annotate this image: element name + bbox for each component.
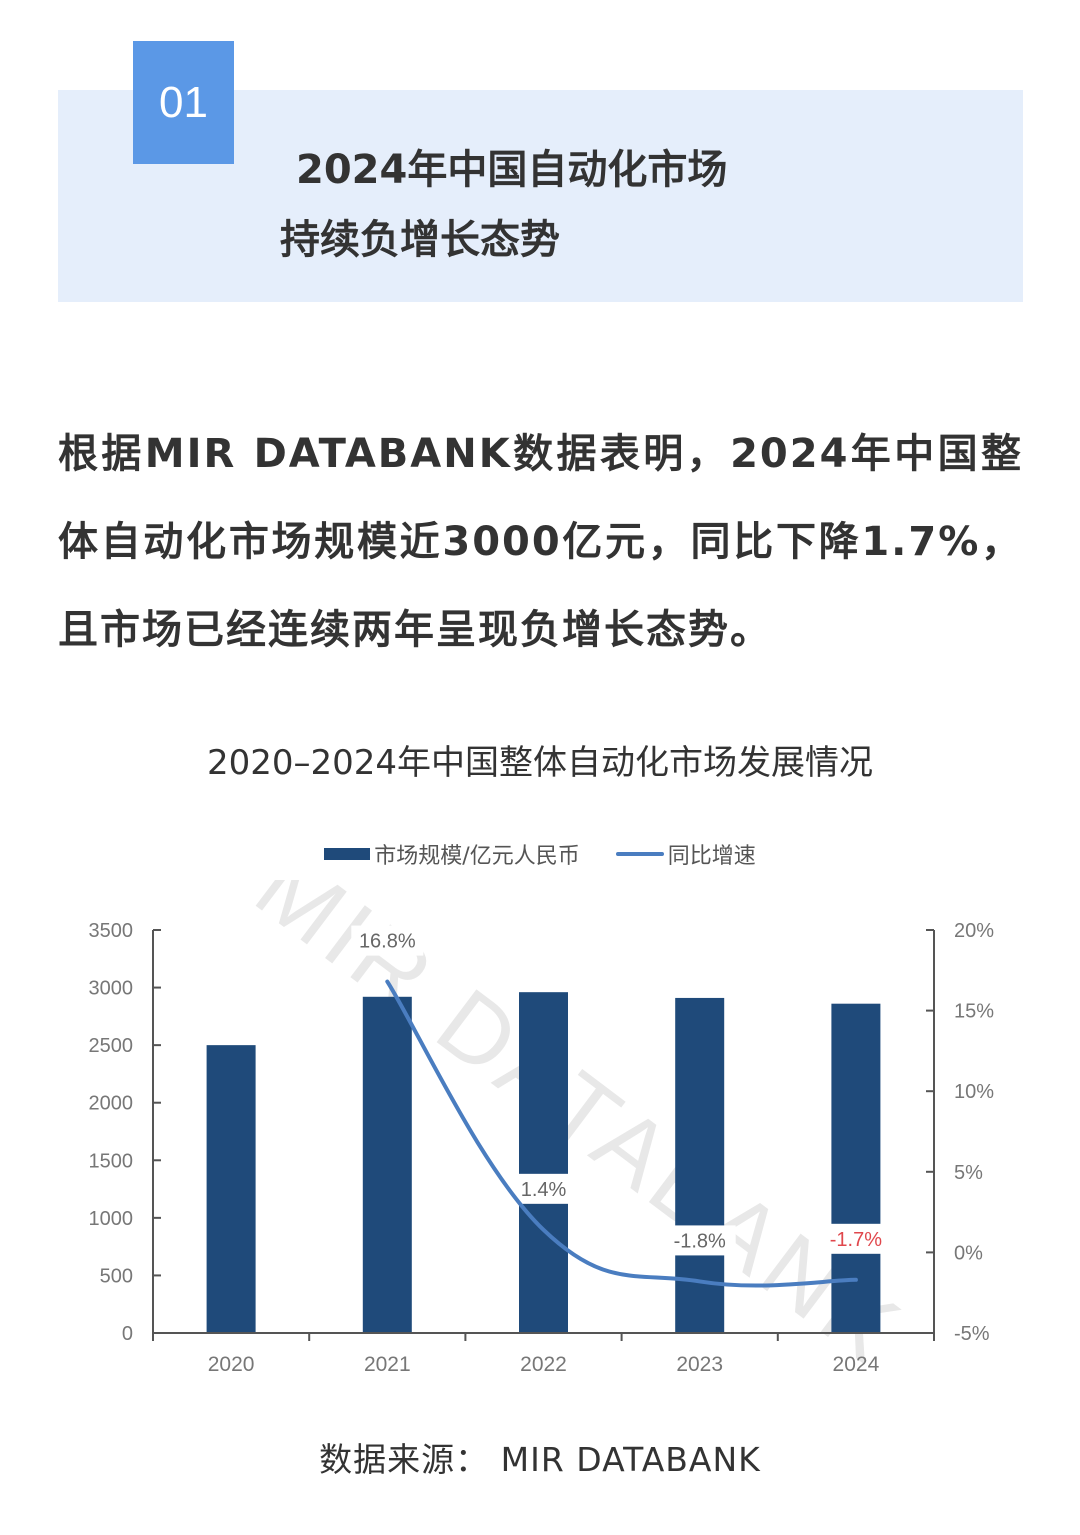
legend-item-line: 同比增速 bbox=[615, 838, 756, 870]
data-label-bg bbox=[507, 1173, 580, 1204]
x-tick-label: 2023 bbox=[676, 1353, 723, 1376]
data-label-2022: 1.4% bbox=[521, 1179, 567, 1201]
left-tick-label: 500 bbox=[100, 1265, 133, 1287]
data-label-2021: 16.8% bbox=[359, 931, 416, 953]
bar-2024 bbox=[831, 1003, 881, 1333]
legend-item-bar: 市场规模/亿元人民币 bbox=[324, 838, 580, 870]
left-tick-label: 3500 bbox=[89, 920, 134, 942]
chart-legend: 市场规模/亿元人民币 同比增速 bbox=[0, 838, 1080, 870]
section-title-line1: 2024年中国自动化市场 bbox=[296, 147, 728, 193]
section-number-badge: 01 bbox=[133, 41, 234, 164]
x-tick-label: 2020 bbox=[208, 1353, 255, 1376]
left-tick-label: 2000 bbox=[89, 1093, 134, 1115]
data-label-bg bbox=[819, 1223, 892, 1254]
right-tick-label: 5% bbox=[954, 1162, 983, 1184]
left-tick-label: 3000 bbox=[89, 978, 134, 1000]
legend-line-label: 同比增速 bbox=[667, 844, 756, 869]
body-paragraph: 根据MIR DATABANK数据表明，2024年中国整体自动化市场规模近3000… bbox=[58, 431, 1023, 653]
x-tick-label: 2024 bbox=[833, 1353, 880, 1376]
left-tick-label: 0 bbox=[122, 1323, 133, 1345]
watermark: MIR DATABANK bbox=[237, 880, 923, 1386]
legend-line-swatch-icon bbox=[615, 852, 664, 856]
growth-line bbox=[385, 979, 858, 1288]
data-source: 数据来源： MIR DATABANK bbox=[319, 1440, 761, 1479]
legend-bar-label: 市场规模/亿元人民币 bbox=[374, 844, 580, 869]
left-tick-label: 1500 bbox=[89, 1150, 134, 1172]
data-label-2023: -1.8% bbox=[674, 1230, 726, 1252]
x-tick-label: 2021 bbox=[364, 1353, 411, 1376]
right-tick-label: 10% bbox=[954, 1081, 994, 1103]
legend-bar-swatch-icon bbox=[324, 848, 371, 860]
section-number: 01 bbox=[159, 77, 208, 127]
bar-2022 bbox=[519, 992, 568, 1333]
data-label-2024: -1.7% bbox=[830, 1229, 882, 1251]
right-tick-label: -5% bbox=[954, 1323, 990, 1345]
bar-2020 bbox=[206, 1045, 256, 1333]
right-tick-label: 20% bbox=[954, 920, 994, 942]
data-label-bg bbox=[351, 925, 424, 956]
right-tick-label: 0% bbox=[954, 1242, 983, 1264]
section-title: 2024年中国自动化市场 持续负增长态势 bbox=[280, 135, 727, 275]
chart-plot: MIR DATABANK 0 500 1000 1500 2000 2500 3000 3500… bbox=[89, 880, 995, 1386]
right-tick-label: 15% bbox=[954, 1001, 994, 1023]
left-tick-label: 1000 bbox=[89, 1208, 134, 1230]
chart-title: 2020–2024年中国整体自动化市场发展情况 bbox=[206, 743, 874, 783]
section-title-line2: 持续负增长态势 bbox=[280, 217, 560, 263]
bar-2023 bbox=[675, 997, 725, 1333]
x-tick-label: 2022 bbox=[520, 1353, 567, 1376]
left-tick-label: 2500 bbox=[89, 1035, 134, 1057]
bar-2021 bbox=[362, 996, 412, 1333]
data-label-bg bbox=[663, 1225, 736, 1256]
